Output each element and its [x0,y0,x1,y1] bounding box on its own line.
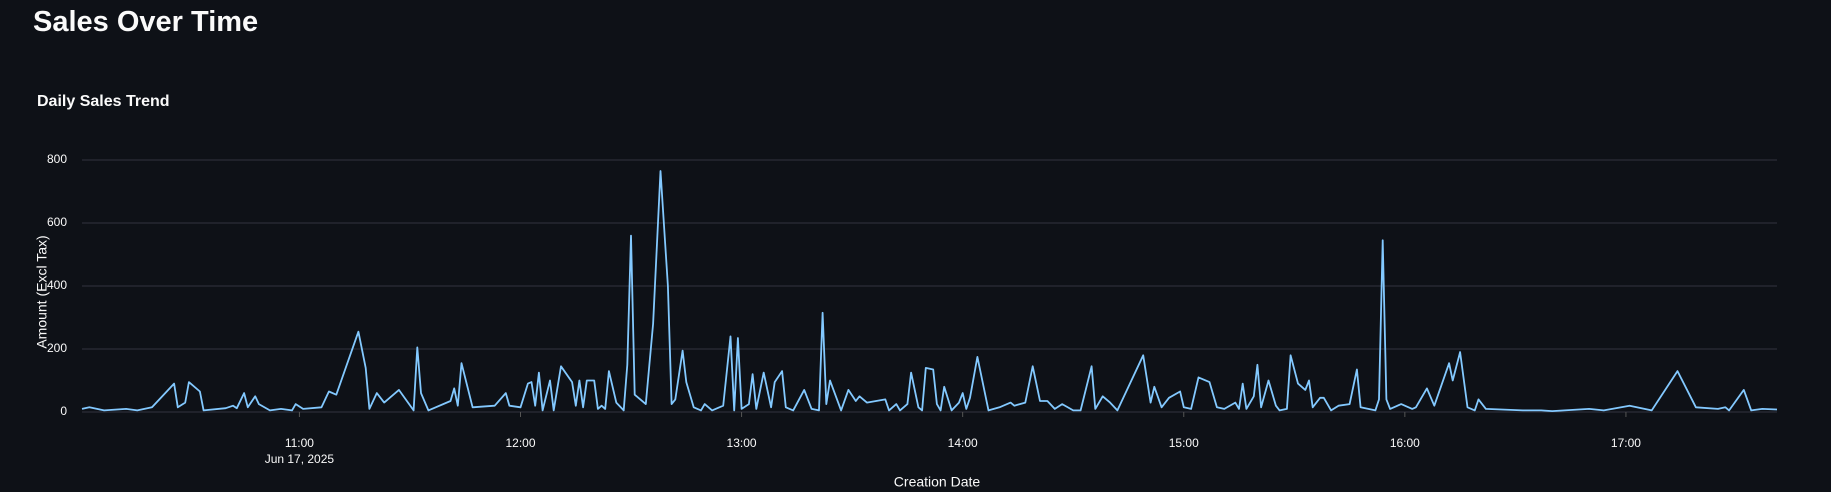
chart-title: Daily Sales Trend [37,93,170,110]
x-tick-label: 15:00 [1169,436,1199,450]
x-tick-label: 14:00 [948,436,978,450]
line-series [81,170,1778,412]
y-tick-label: 800 [47,152,67,166]
x-tick-label: 16:00 [1390,436,1420,450]
x-date-label: Jun 17, 2025 [265,452,335,466]
y-axis-title: Amount (Excl Tax) [34,235,50,348]
x-tick-label: 17:00 [1611,436,1641,450]
y-tick-label: 0 [60,404,67,418]
y-tick-label: 200 [47,341,67,355]
y-tick-label: 400 [47,278,67,292]
x-tick-label: 12:00 [505,436,535,450]
y-tick-label: 600 [47,215,67,229]
x-tick-label: 13:00 [727,436,757,450]
x-tick-label: 11:00 [285,436,314,450]
page-title: Sales Over Time [33,6,259,38]
x-axis-title: Creation Date [894,474,981,490]
